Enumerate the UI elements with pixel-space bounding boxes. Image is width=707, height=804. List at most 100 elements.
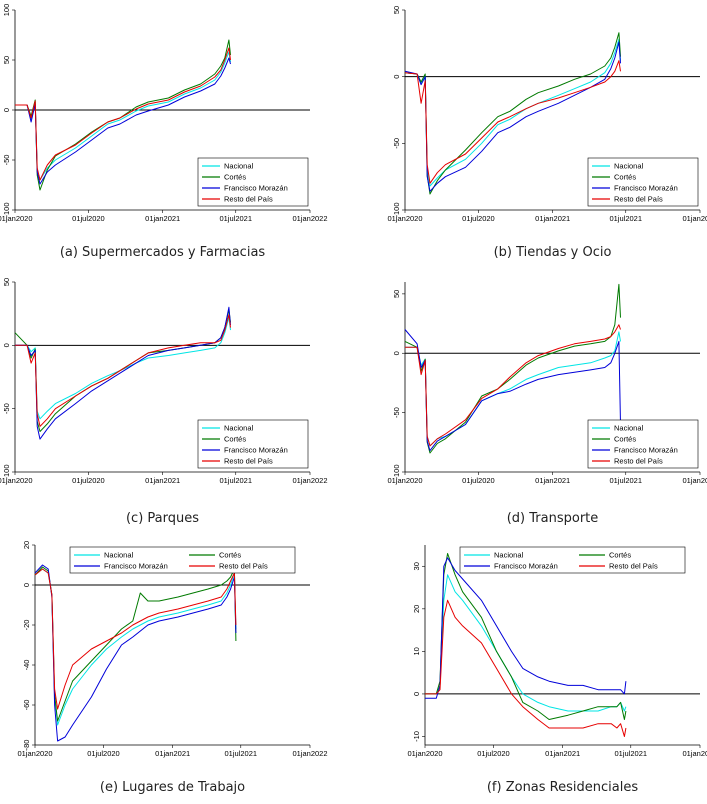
x-tick-label: 01jul2020 bbox=[72, 214, 105, 223]
series-line-resto-del-pa-s bbox=[425, 599, 627, 737]
panel-caption: (b) Tiendas y Ocio bbox=[494, 245, 612, 260]
y-tick-label: -100 bbox=[392, 202, 401, 217]
y-tick-label: 0 bbox=[392, 75, 401, 79]
x-tick-label: 01jan2020 bbox=[407, 749, 442, 758]
y-tick-label: -100 bbox=[392, 464, 401, 479]
x-tick-label: 01jan2021 bbox=[535, 476, 570, 485]
series-line-nacional bbox=[425, 574, 627, 712]
series-line-resto-del-pa-s bbox=[34, 568, 237, 710]
legend-label: Resto del País bbox=[224, 195, 273, 204]
x-tick-label: 01jul2020 bbox=[462, 476, 495, 485]
x-tick-label: 01jan2022 bbox=[292, 749, 327, 758]
legend-box bbox=[459, 546, 686, 574]
legend-box bbox=[69, 546, 296, 574]
legend-label: Nacional bbox=[614, 162, 644, 171]
legend-label: Nacional bbox=[104, 551, 134, 560]
chart-panel-1: -100 -50 0 50 100 01jan2020 01jul2020 01jan2021… bbox=[0, 4, 328, 260]
legend-label: Cortés bbox=[614, 435, 636, 444]
y-tick-label: 50 bbox=[392, 6, 401, 14]
x-tick-label: 01jan2021 bbox=[145, 214, 180, 223]
panel-caption: (e) Lugares de Trabajo bbox=[100, 780, 245, 795]
y-tick-label: -60 bbox=[22, 700, 31, 711]
legend: Nacional Cortés Francisco Morazán Resto del… bbox=[587, 419, 699, 469]
legend-label: Resto del País bbox=[614, 195, 663, 204]
x-tick-label: 01jan2022 bbox=[292, 476, 327, 485]
y-tick-label: 50 bbox=[2, 56, 11, 64]
legend-label: Francisco Morazán bbox=[224, 184, 288, 193]
legend: Nacional Cortés Francisco Morazán Resto del… bbox=[197, 157, 309, 207]
series-line-cort-s bbox=[14, 309, 231, 432]
x-tick-label: 01jul2021 bbox=[615, 749, 648, 758]
legend-label: Resto del País bbox=[609, 562, 658, 571]
x-tick-label: 01jul2021 bbox=[225, 749, 258, 758]
x-tick-label: 01jul2020 bbox=[477, 749, 510, 758]
y-tick-label: -50 bbox=[2, 155, 11, 166]
panel-caption: (f) Zonas Residenciales bbox=[487, 780, 638, 795]
legend-label: Francisco Morazán bbox=[614, 184, 678, 193]
x-tick-label: 01jan2022 bbox=[682, 476, 707, 485]
x-tick-label: 01jan2020 bbox=[387, 214, 422, 223]
legend-label: Resto del País bbox=[224, 457, 273, 466]
x-tick-label: 01jan2020 bbox=[0, 214, 33, 223]
legend-label: Resto del País bbox=[219, 562, 268, 571]
y-tick-label: 20 bbox=[22, 541, 31, 549]
x-tick-label: 01jul2021 bbox=[609, 476, 642, 485]
chart-panel-4: -100 -50 0 50 01jan2020 01jul2020 01jan2021 01j… bbox=[387, 282, 707, 526]
series-line-francisco-moraz-n bbox=[425, 557, 627, 699]
y-tick-label: -20 bbox=[22, 620, 31, 631]
legend-label: Francisco Morazán bbox=[614, 446, 678, 455]
y-tick-label: 0 bbox=[2, 343, 11, 347]
legend-label: Cortés bbox=[614, 173, 636, 182]
legend-label: Nacional bbox=[494, 551, 524, 560]
legend-label: Francisco Morazán bbox=[494, 562, 558, 571]
y-tick-label: -40 bbox=[22, 660, 31, 671]
x-tick-label: 01jan2020 bbox=[17, 749, 52, 758]
y-tick-label: -100 bbox=[2, 202, 11, 217]
x-tick-label: 01jan2021 bbox=[145, 476, 180, 485]
y-tick-label: -50 bbox=[2, 403, 11, 414]
legend: Nacional Cortés Francisco Morazán Resto del… bbox=[69, 546, 296, 574]
x-tick-label: 01jul2021 bbox=[219, 476, 252, 485]
legend: Nacional Cortés Francisco Morazán Resto del… bbox=[587, 157, 699, 207]
legend-label: Cortés bbox=[219, 551, 241, 560]
y-tick-label: 100 bbox=[2, 4, 11, 17]
x-tick-label: 01jan2020 bbox=[0, 476, 33, 485]
series-line-cort-s bbox=[34, 566, 237, 722]
chart-panel-5: -80 -60 -40 -20 0 20 01jan2020 01jul2020 01jan20… bbox=[17, 541, 327, 795]
y-tick-label: -80 bbox=[22, 740, 31, 751]
panel-caption: (d) Transporte bbox=[507, 511, 599, 526]
legend-label: Resto del País bbox=[614, 457, 663, 466]
y-tick-label: -50 bbox=[392, 407, 401, 418]
legend-label: Francisco Morazán bbox=[104, 562, 168, 571]
x-tick-label: 01jan2021 bbox=[535, 214, 570, 223]
y-tick-label: 0 bbox=[412, 692, 421, 696]
y-tick-label: 0 bbox=[392, 351, 401, 355]
y-tick-label: 0 bbox=[22, 583, 31, 587]
y-tick-label: 50 bbox=[392, 290, 401, 298]
x-tick-label: 01jul2021 bbox=[609, 214, 642, 223]
x-tick-label: 01jul2021 bbox=[219, 214, 252, 223]
series-line-resto-del-pa-s bbox=[15, 47, 231, 181]
legend-label: Cortés bbox=[224, 435, 246, 444]
x-tick-label: 01jul2020 bbox=[462, 214, 495, 223]
x-tick-label: 01jan2022 bbox=[682, 749, 707, 758]
x-tick-label: 01jan2020 bbox=[387, 476, 422, 485]
x-tick-label: 01jan2021 bbox=[155, 749, 190, 758]
y-tick-label: 20 bbox=[412, 605, 421, 613]
x-tick-label: 01jan2022 bbox=[682, 214, 707, 223]
series-line-resto-del-pa-s bbox=[404, 60, 621, 184]
y-tick-label: -50 bbox=[392, 138, 401, 149]
y-tick-label: -100 bbox=[2, 464, 11, 479]
panel-caption: (a) Supermercados y Farmacias bbox=[60, 245, 266, 260]
x-tick-label: 01jan2021 bbox=[545, 749, 580, 758]
chart-panel-2: -100 -50 0 50 01jan2020 01jul2020 01jan2021 01j… bbox=[387, 6, 707, 260]
series-line-francisco-moraz-n bbox=[34, 564, 237, 742]
y-tick-label: 30 bbox=[412, 562, 421, 570]
legend-label: Cortés bbox=[609, 551, 631, 560]
chart-panel-3: -100 -50 0 50 01jan2020 01jul2020 01jan2021 01j… bbox=[0, 278, 328, 526]
chart-panel-6: -10 0 10 20 30 01jan2020 01jul2020 01jan2021 01j… bbox=[407, 545, 707, 795]
legend: Nacional Cortés Francisco Morazán Resto del… bbox=[459, 546, 686, 574]
legend-label: Nacional bbox=[224, 162, 254, 171]
y-tick-label: -10 bbox=[412, 731, 421, 742]
